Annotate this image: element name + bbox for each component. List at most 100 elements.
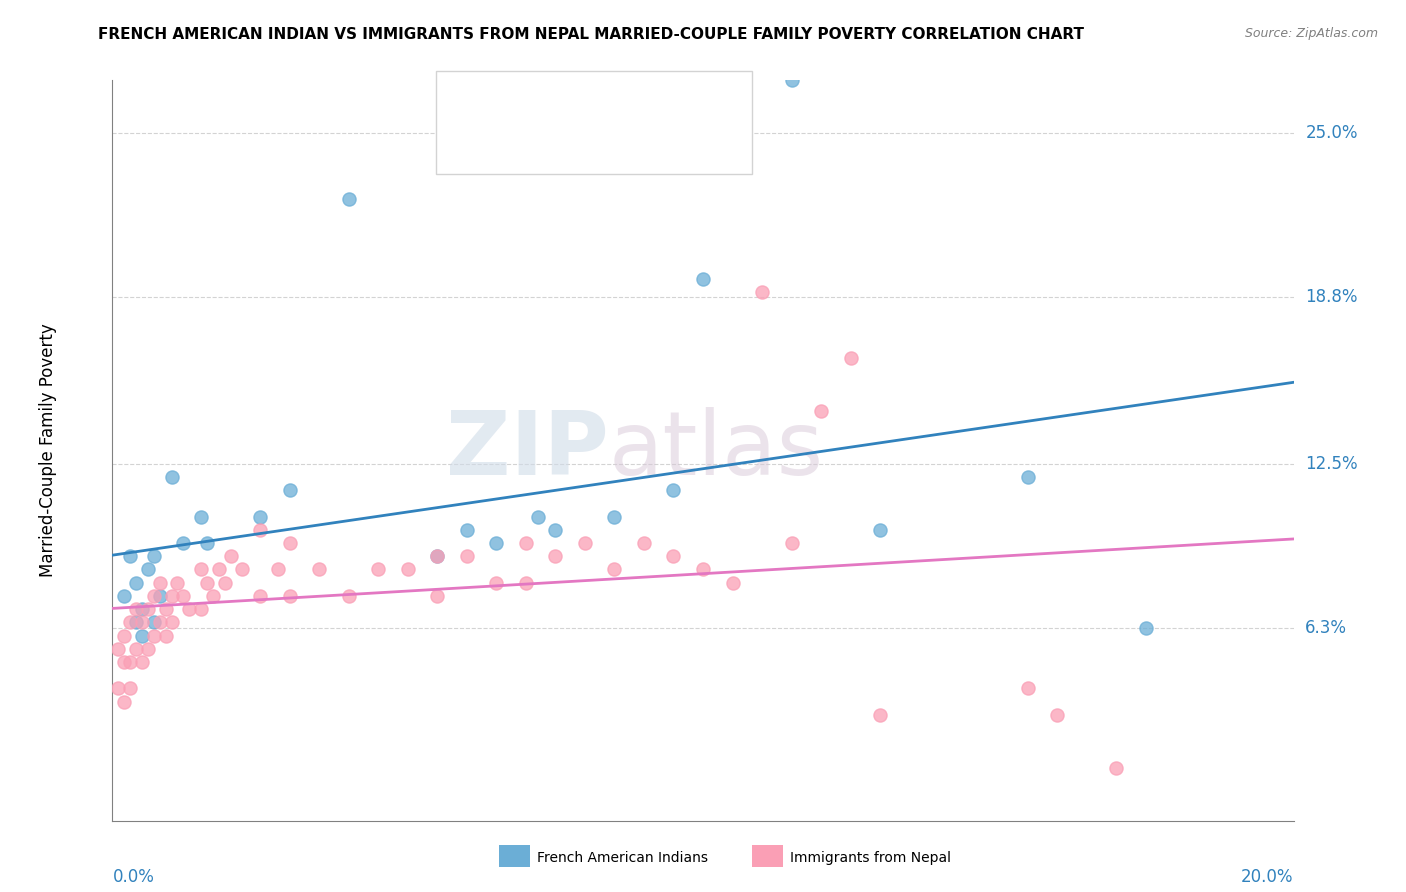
Point xyxy=(869,707,891,722)
Point xyxy=(810,404,832,418)
Point xyxy=(278,483,301,497)
Point xyxy=(120,549,142,564)
Point xyxy=(1017,681,1039,696)
Point xyxy=(142,615,165,630)
Point xyxy=(515,536,537,550)
Point xyxy=(172,536,194,550)
Point xyxy=(249,509,271,524)
Point xyxy=(112,695,135,709)
Point xyxy=(1046,707,1069,722)
Point xyxy=(249,589,271,603)
Point xyxy=(136,641,159,656)
Point xyxy=(131,615,153,630)
Text: ZIP: ZIP xyxy=(446,407,609,494)
Text: 0.0%: 0.0% xyxy=(112,868,155,887)
Point xyxy=(214,575,236,590)
Point xyxy=(160,470,183,484)
Point xyxy=(120,655,142,669)
Point xyxy=(780,536,803,550)
Point xyxy=(160,615,183,630)
Point xyxy=(155,602,177,616)
Point xyxy=(179,602,201,616)
Point xyxy=(112,655,135,669)
Point xyxy=(142,589,165,603)
Point xyxy=(249,523,271,537)
Text: 6.3%: 6.3% xyxy=(1305,619,1347,637)
Point xyxy=(662,483,685,497)
Point xyxy=(544,549,567,564)
Point xyxy=(195,575,218,590)
Point xyxy=(278,536,301,550)
Point xyxy=(1105,761,1128,775)
Point xyxy=(426,549,449,564)
Point xyxy=(149,615,172,630)
Text: N =: N = xyxy=(605,95,638,110)
Point xyxy=(166,575,188,590)
Point xyxy=(337,192,360,206)
Point xyxy=(396,562,419,576)
Point xyxy=(136,602,159,616)
Point xyxy=(155,629,177,643)
Point xyxy=(456,549,478,564)
Text: French American Indians: French American Indians xyxy=(537,851,709,865)
Point xyxy=(112,589,135,603)
Text: R =: R = xyxy=(496,133,530,147)
Text: 0.235: 0.235 xyxy=(538,133,582,147)
Point xyxy=(603,509,626,524)
Point xyxy=(515,575,537,590)
Point xyxy=(107,641,129,656)
Point xyxy=(172,589,194,603)
Point xyxy=(131,655,153,669)
Point xyxy=(721,575,744,590)
Point xyxy=(120,615,142,630)
Point xyxy=(267,562,290,576)
Point xyxy=(112,629,135,643)
Point xyxy=(120,681,142,696)
Text: R =: R = xyxy=(496,95,530,110)
Point xyxy=(125,641,148,656)
Point xyxy=(190,602,212,616)
Point xyxy=(149,575,172,590)
Point xyxy=(692,562,714,576)
Point xyxy=(308,562,330,576)
Point xyxy=(574,536,596,550)
Point xyxy=(1135,621,1157,635)
Point xyxy=(142,629,165,643)
Text: 29: 29 xyxy=(647,95,666,110)
Point xyxy=(780,73,803,87)
Text: FRENCH AMERICAN INDIAN VS IMMIGRANTS FROM NEPAL MARRIED-COUPLE FAMILY POVERTY CO: FRENCH AMERICAN INDIAN VS IMMIGRANTS FRO… xyxy=(98,27,1084,42)
Point xyxy=(278,589,301,603)
Point xyxy=(160,589,183,603)
Point xyxy=(131,602,153,616)
Text: 0.110: 0.110 xyxy=(538,95,582,110)
Text: Immigrants from Nepal: Immigrants from Nepal xyxy=(790,851,952,865)
Point xyxy=(107,681,129,696)
Point xyxy=(1017,470,1039,484)
Point xyxy=(485,536,508,550)
Point xyxy=(426,549,449,564)
Point xyxy=(337,589,360,603)
Point xyxy=(526,509,548,524)
Text: 12.5%: 12.5% xyxy=(1305,455,1358,473)
Point xyxy=(190,562,212,576)
Point xyxy=(485,575,508,590)
Point xyxy=(662,549,685,564)
Point xyxy=(131,629,153,643)
Point xyxy=(456,523,478,537)
Point xyxy=(208,562,231,576)
Text: Source: ZipAtlas.com: Source: ZipAtlas.com xyxy=(1244,27,1378,40)
Point xyxy=(201,589,224,603)
Point xyxy=(869,523,891,537)
Point xyxy=(136,562,159,576)
Text: Married-Couple Family Poverty: Married-Couple Family Poverty xyxy=(38,324,56,577)
Point xyxy=(633,536,655,550)
Text: 63: 63 xyxy=(647,133,666,147)
Text: 18.8%: 18.8% xyxy=(1305,288,1358,306)
Point xyxy=(692,271,714,285)
Point xyxy=(125,615,148,630)
Point xyxy=(142,549,165,564)
Point xyxy=(426,589,449,603)
Point xyxy=(125,602,148,616)
Point xyxy=(544,523,567,537)
Point xyxy=(190,509,212,524)
